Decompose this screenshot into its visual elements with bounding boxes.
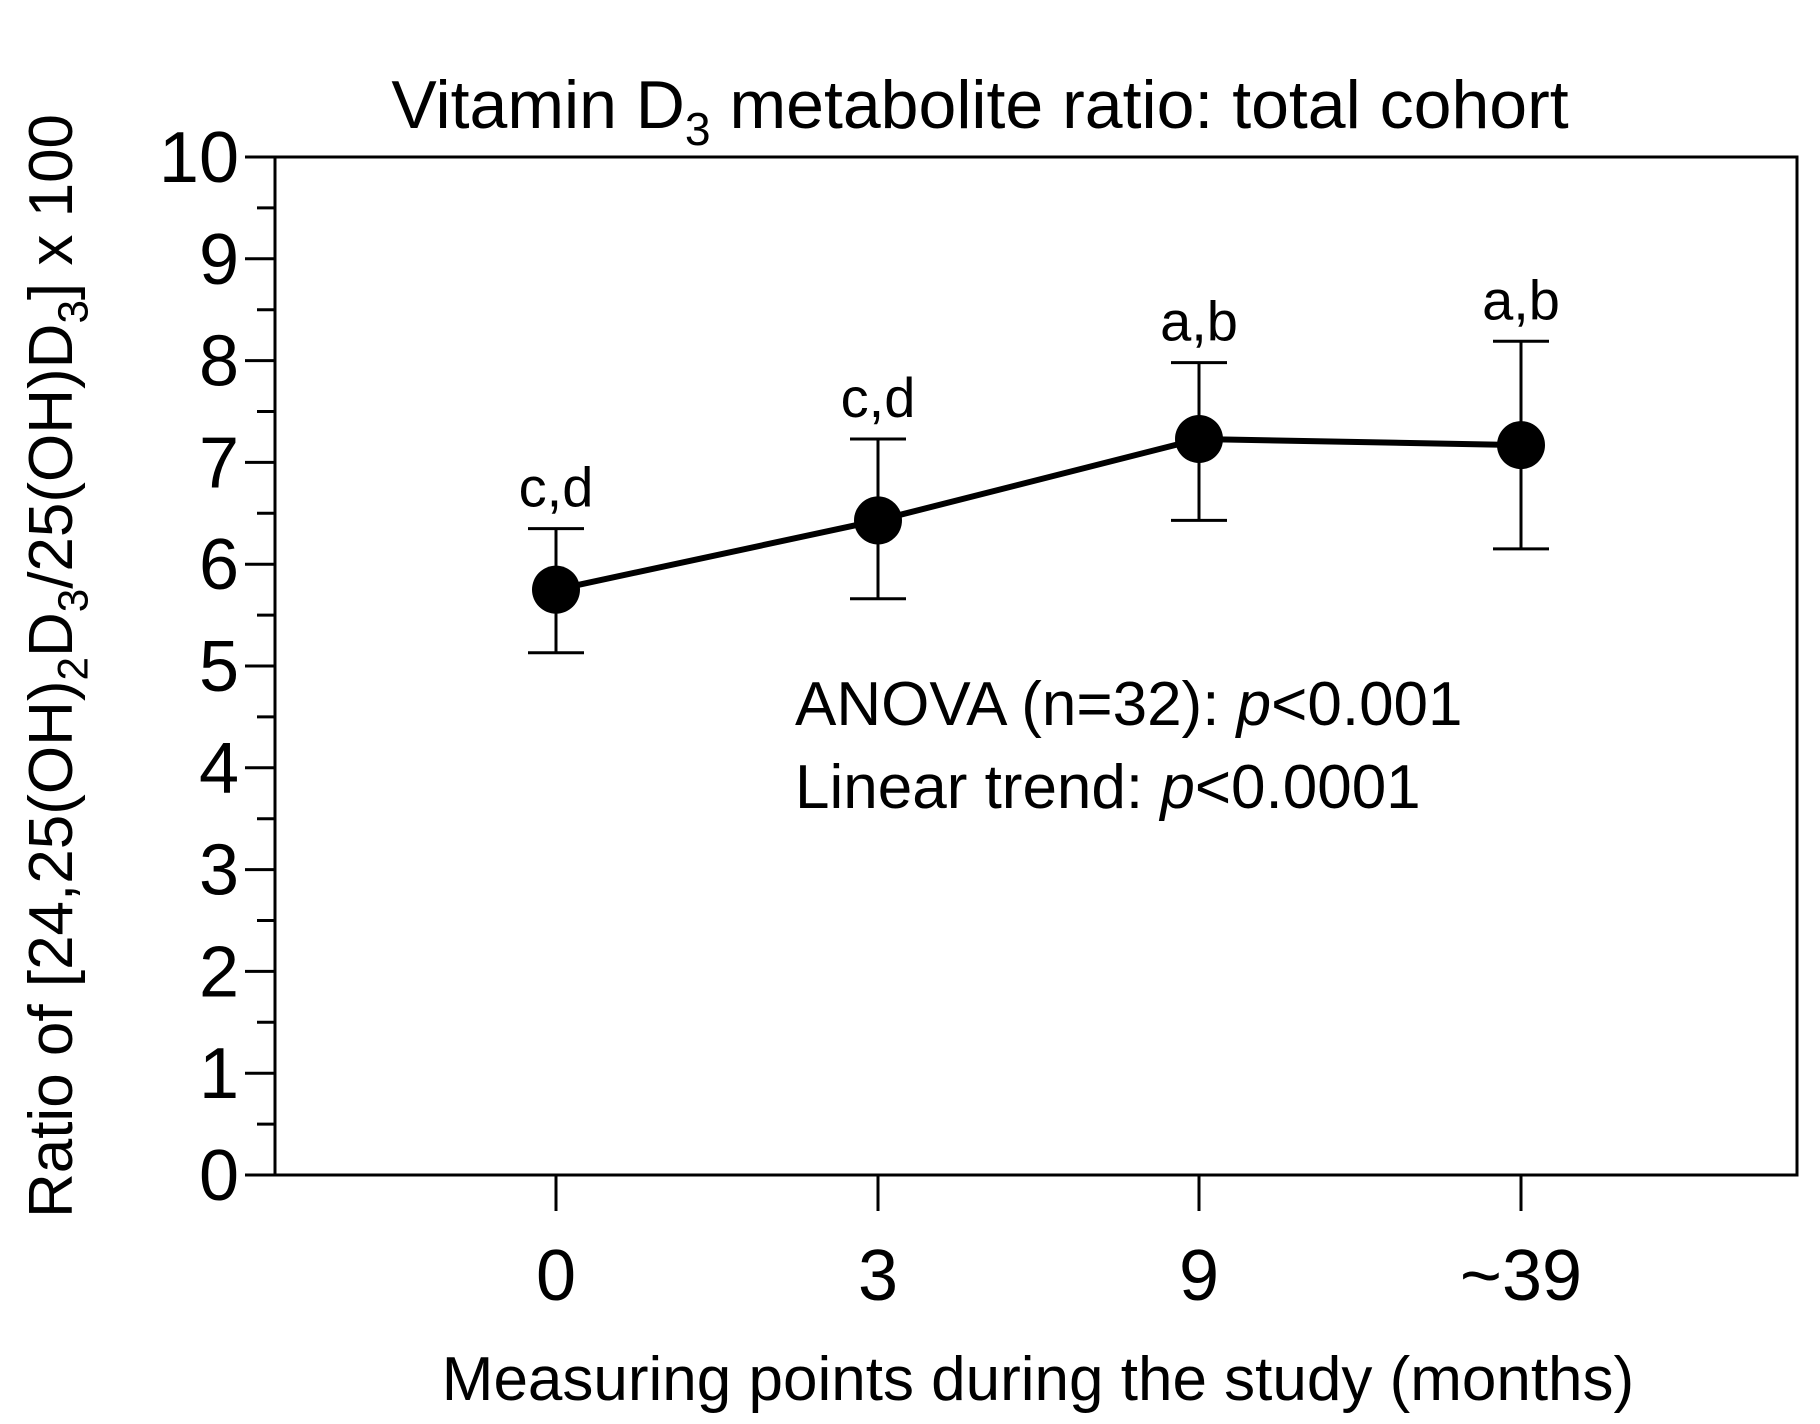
text-part: Vitamin D <box>391 67 685 143</box>
y-tick-label: 8 <box>199 322 239 402</box>
x-tick-label: ~39 <box>1460 1236 1582 1316</box>
text-part: D <box>17 612 86 657</box>
text-part: /25(OH)D <box>17 324 86 589</box>
text-part: Ratio of [24,25(OH) <box>17 680 86 1218</box>
text-part: 3 <box>50 589 97 612</box>
y-axis-label: Ratio of [24,25(OH)2D3/25(OH)D3] x 100 <box>17 114 97 1218</box>
data-point <box>1175 414 1223 463</box>
text-part: ] x 100 <box>17 114 86 300</box>
data-point <box>532 565 580 614</box>
x-tick-label: 0 <box>536 1236 576 1316</box>
series-line <box>555 435 1522 593</box>
y-tick-label: 7 <box>199 423 239 503</box>
y-tick-label: 10 <box>159 118 239 198</box>
significance-label: c,d <box>841 366 916 429</box>
text-part: Linear trend: <box>795 753 1160 822</box>
text-part: 3 <box>50 300 97 323</box>
x-tick-label: 9 <box>1179 1236 1219 1316</box>
text-part: 3 <box>685 103 711 155</box>
x-axis-label: Measuring points during the study (month… <box>442 1345 1634 1414</box>
stats-annotation: ANOVA (n=32): p<0.001 <box>795 670 1463 739</box>
x-tick-label: 3 <box>858 1236 898 1316</box>
data-point <box>1497 421 1545 470</box>
significance-label: a,b <box>1482 268 1560 331</box>
y-tick-label: 2 <box>199 932 239 1012</box>
text-part: p <box>1158 753 1194 822</box>
y-tick-label: 5 <box>199 627 239 707</box>
y-tick-label: 9 <box>199 220 239 300</box>
y-tick-label: 1 <box>199 1034 239 1114</box>
text-part: <0.001 <box>1271 670 1462 739</box>
text-part: <0.0001 <box>1195 753 1421 822</box>
data-point <box>854 496 902 545</box>
y-tick-label: 0 <box>199 1136 239 1216</box>
significance-label: a,b <box>1160 290 1238 353</box>
plot-frame <box>273 155 1799 1177</box>
significance-label: c,d <box>519 456 594 519</box>
y-tick-label: 6 <box>199 525 239 605</box>
text-part: p <box>1235 670 1271 739</box>
chart-title: Vitamin D3 metabolite ratio: total cohor… <box>391 67 1568 155</box>
text-part: metabolite ratio: total cohort <box>711 67 1569 143</box>
text-part: 2 <box>50 657 97 680</box>
stats-annotation: Linear trend: p<0.0001 <box>795 753 1421 822</box>
y-tick-label: 3 <box>199 831 239 911</box>
text-part: ANOVA (n=32): <box>795 670 1237 739</box>
y-tick-label: 4 <box>199 729 239 809</box>
